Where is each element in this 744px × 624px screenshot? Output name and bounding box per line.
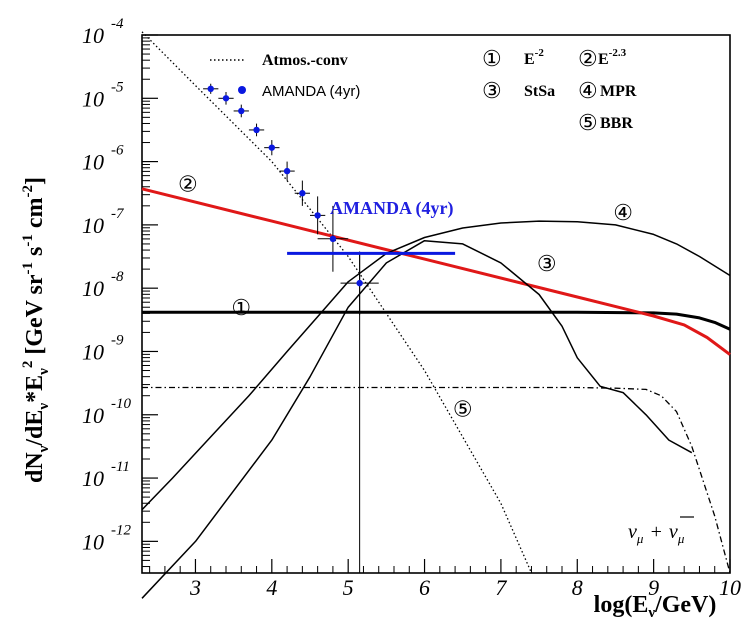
y-axis-title-part: 2 (20, 361, 36, 369)
curves (141, 31, 731, 599)
x-axis-title: log(Eν/GeV) (594, 592, 717, 621)
x-axis-title-main: log(E (594, 592, 649, 618)
y-axis-title-part: ν (36, 403, 52, 411)
curve-stsa (141, 239, 693, 599)
legend-marker-2: ② (578, 46, 598, 71)
y-axis-title-part: ν (36, 445, 52, 453)
y-tick-exponent: -9 (111, 332, 124, 348)
y-axis-title-part: cm (22, 197, 48, 234)
legend-marker-3: ③ (482, 78, 502, 103)
y-tick-exponent: -10 (111, 396, 131, 412)
y-axis-title-part: -2 (20, 185, 36, 198)
amanda-point (356, 279, 363, 287)
y-tick-exponent: -11 (111, 459, 130, 475)
amanda-point (268, 144, 276, 151)
amanda-points (203, 83, 456, 315)
y-tick-label: 10 (82, 213, 104, 238)
curve-bbr (142, 386, 731, 574)
y-tick-exponent: -7 (111, 206, 125, 222)
amanda-point (283, 167, 291, 175)
plot-border (141, 34, 731, 574)
x-tick-label: 8 (572, 575, 583, 600)
legend-label-1-sup: -2 (535, 47, 545, 59)
x-axis-title-sub: ν (647, 605, 655, 621)
legend-label-1: E-2 (524, 47, 544, 68)
mu-sub-1: μ (636, 531, 644, 546)
y-tick-exponent: -8 (111, 269, 124, 285)
legend-amanda-label: AMANDA (4yr) (262, 83, 360, 100)
x-axis-title-end: /GeV) (654, 592, 716, 618)
y-axis-title-part: -1 (20, 234, 36, 247)
y-tick-label: 10 (82, 529, 104, 554)
curve-marker-①: ① (231, 295, 251, 320)
plot-frame (141, 34, 731, 574)
x-tick-label: 9 (648, 575, 659, 600)
curve-e-2 (142, 310, 731, 331)
y-tick-exponent: -4 (111, 16, 124, 32)
legend-label-1-text: E (524, 51, 535, 68)
amanda-point (207, 85, 214, 93)
y-tick-label: 10 (82, 86, 104, 111)
x-tick-label: 6 (419, 575, 430, 600)
legend-label-2: E-2.3 (598, 47, 627, 68)
legend-label-5: BBR (600, 115, 633, 132)
curve-marker-③: ③ (537, 251, 557, 276)
legend-label-2-text: E (598, 51, 609, 68)
legend-label-2-sup: -2.3 (609, 47, 627, 59)
amanda-point (222, 95, 230, 102)
x-tick-label: 3 (189, 575, 201, 600)
x-tick-label: 10 (719, 575, 741, 600)
amanda-point (299, 190, 306, 197)
axis-ticks: 3 4 5 6 7 8 9 10 10 -4 10 -5 10 -6 10 -7 10 -8 10 -9 10 -10 10… (82, 16, 741, 600)
amanda-point (329, 235, 337, 243)
plus-sign: + (649, 521, 663, 543)
y-tick-label: 10 (82, 339, 104, 364)
legend: Atmos.-conv AMANDA (4yr) ① E-2 ② E-2.3 ③… (210, 46, 637, 135)
amanda-point (238, 107, 245, 115)
legend-amanda-swatch (238, 86, 246, 94)
y-axis-title: dNν/dEν*Eν2 [GeV sr-1 s-1 cm-2] (20, 177, 52, 483)
x-tick-label: 5 (343, 575, 354, 600)
y-tick-label: 10 (82, 23, 104, 48)
y-tick-exponent: -6 (111, 143, 124, 159)
curve-e-2-3 (141, 187, 731, 356)
y-axis-title-part: ν (36, 368, 52, 376)
y-axis-title-part: s (22, 247, 48, 262)
x-tick-label: 7 (495, 575, 507, 600)
y-axis-title-part: *E (22, 375, 48, 403)
nu-symbol-1: ν (628, 521, 637, 543)
mu-sub-2: μ (677, 531, 685, 546)
y-tick-exponent: -5 (111, 79, 124, 95)
legend-atmos-label: Atmos.-conv (262, 52, 348, 69)
amanda-point (314, 212, 321, 219)
nu-symbol-2: ν (669, 521, 678, 543)
legend-marker-5: ⑤ (578, 110, 598, 135)
y-tick-label: 10 (82, 150, 104, 175)
amanda-limit-label: AMANDA (4yr) (330, 198, 453, 219)
y-tick-label: 10 (82, 276, 104, 301)
labels: ① ② ③ ④ ⑤ (178, 172, 633, 422)
curve-marker-④: ④ (613, 200, 633, 225)
x-tick-label: 4 (266, 575, 277, 600)
y-axis-title-part: /dE (22, 410, 48, 447)
neutrino-label: νμ + νμ (628, 516, 694, 546)
y-axis-title-part: dN (22, 452, 48, 483)
curve-marker-⑤: ⑤ (453, 396, 473, 421)
curve-mpr (141, 220, 731, 511)
y-tick-label: 10 (82, 403, 104, 428)
legend-label-4: MPR (600, 83, 637, 100)
legend-marker-1: ① (482, 46, 502, 71)
y-axis-title-part: ] (22, 177, 48, 185)
legend-label-3: StSa (524, 83, 555, 100)
y-tick-exponent: -12 (111, 522, 131, 538)
curve-atmos-conv (141, 31, 533, 574)
y-axis-title-part: -1 (20, 262, 36, 275)
y-axis-title-part: [GeV sr (22, 274, 48, 361)
curve-marker-②: ② (178, 172, 198, 197)
y-tick-label: 10 (82, 466, 104, 491)
neutrino-label-text: νμ + νμ (628, 521, 685, 546)
amanda-point (253, 126, 260, 134)
legend-marker-4: ④ (578, 78, 598, 103)
